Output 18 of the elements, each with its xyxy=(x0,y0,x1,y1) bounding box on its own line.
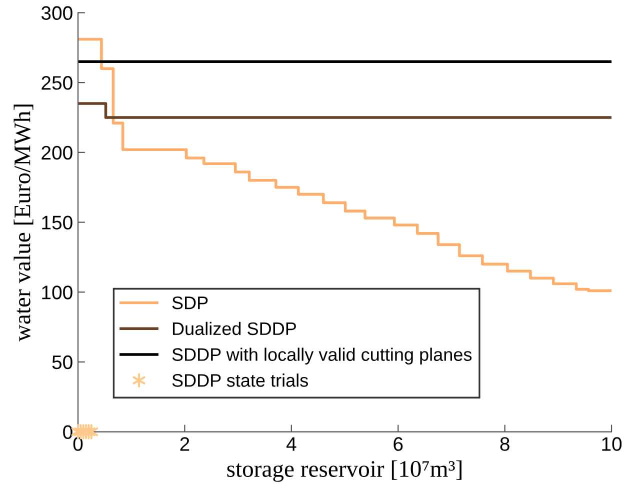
y-tick-label: 300 xyxy=(41,6,72,20)
legend-label: SDP xyxy=(172,296,208,310)
legend-label: Dualized SDDP xyxy=(172,322,296,336)
legend-label: SDDP state trials xyxy=(172,374,308,387)
x-tick-label: 8 xyxy=(500,437,510,451)
x-axis-title: storage reservoir [10⁷m³] xyxy=(227,460,462,482)
x-tick-label: 10 xyxy=(602,437,622,451)
y-tick-label: 100 xyxy=(42,286,72,300)
y-tick-label: 50 xyxy=(52,355,72,370)
legend-label: SDDP with locally valid cutting planes xyxy=(172,348,472,365)
x-tick-label: 2 xyxy=(180,437,190,451)
y-tick-label: 250 xyxy=(42,76,72,90)
y-tick-label: 0 xyxy=(63,425,72,440)
y-axis-title: water value [Euro/MWh] xyxy=(14,104,34,342)
y-tick-label: 150 xyxy=(42,216,72,230)
x-tick-label: 4 xyxy=(286,437,296,451)
y-tick-label: 200 xyxy=(42,146,72,160)
x-tick-label: 6 xyxy=(394,437,403,451)
